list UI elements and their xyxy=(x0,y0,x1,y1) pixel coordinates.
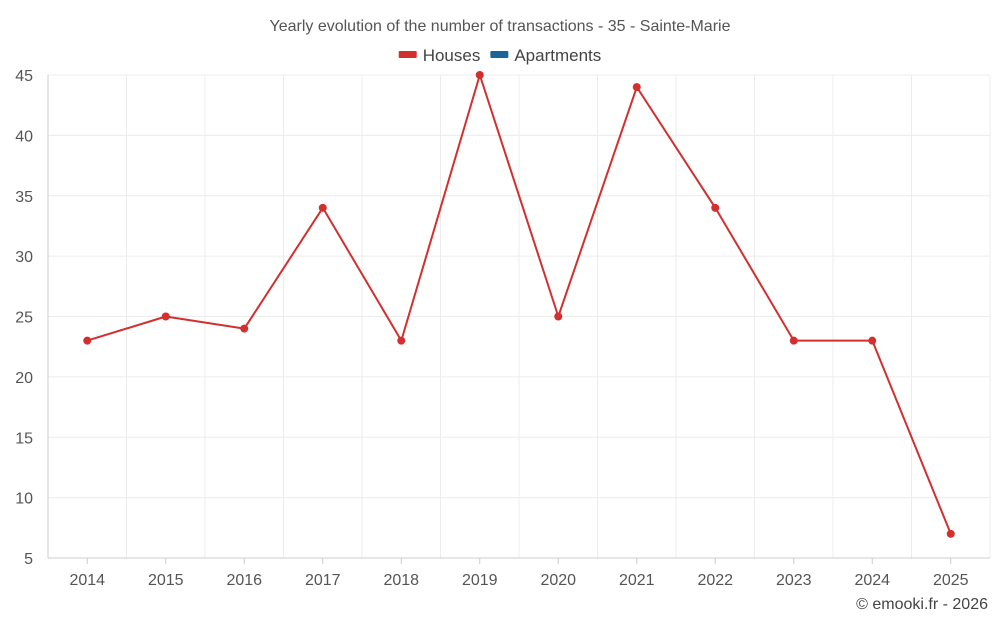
x-tick-label: 2019 xyxy=(462,572,498,589)
x-tick-label: 2025 xyxy=(933,572,969,589)
x-tick-label: 2022 xyxy=(697,572,733,589)
y-tick-label: 25 xyxy=(15,310,33,327)
x-tick-label: 2017 xyxy=(305,572,341,589)
x-tick-label: 2016 xyxy=(226,572,262,589)
legend-label: Houses xyxy=(423,46,481,65)
x-tick-label: 2023 xyxy=(776,572,812,589)
x-tick-label: 2024 xyxy=(854,572,890,589)
data-point xyxy=(554,312,563,321)
y-tick-label: 15 xyxy=(15,430,33,447)
data-point xyxy=(161,312,170,321)
data-point xyxy=(868,336,877,345)
data-point xyxy=(397,336,406,345)
y-tick-label: 40 xyxy=(15,128,33,145)
x-tick-label: 2021 xyxy=(619,572,655,589)
data-point xyxy=(632,83,641,92)
y-tick-label: 30 xyxy=(15,249,33,266)
legend: Houses Apartments xyxy=(398,46,601,65)
legend-label: Apartments xyxy=(514,46,601,65)
data-point xyxy=(83,336,92,345)
legend-swatch xyxy=(398,51,417,58)
data-point xyxy=(475,71,484,79)
data-point xyxy=(946,529,955,538)
x-tick-label: 2020 xyxy=(540,572,576,589)
data-point xyxy=(789,336,798,345)
series-line-houses xyxy=(87,74,952,535)
y-tick-label: 45 xyxy=(15,68,33,85)
grid xyxy=(47,74,991,558)
credit-text: © emooki.fr - 2026 xyxy=(856,596,988,613)
data-point xyxy=(240,324,249,333)
y-tick-label: 35 xyxy=(15,189,33,206)
x-tick-label: 2018 xyxy=(383,572,419,589)
series xyxy=(83,71,955,538)
legend-swatch xyxy=(490,51,509,58)
data-point xyxy=(318,203,327,212)
x-tick-label: 2014 xyxy=(69,572,105,589)
y-tick-label: 20 xyxy=(15,370,33,387)
x-tick-label: 2015 xyxy=(148,572,184,589)
data-point xyxy=(711,203,720,212)
y-tick-label: 5 xyxy=(24,551,33,568)
y-tick-label: 10 xyxy=(15,491,33,508)
chart-title: Yearly evolution of the number of transa… xyxy=(270,18,731,35)
